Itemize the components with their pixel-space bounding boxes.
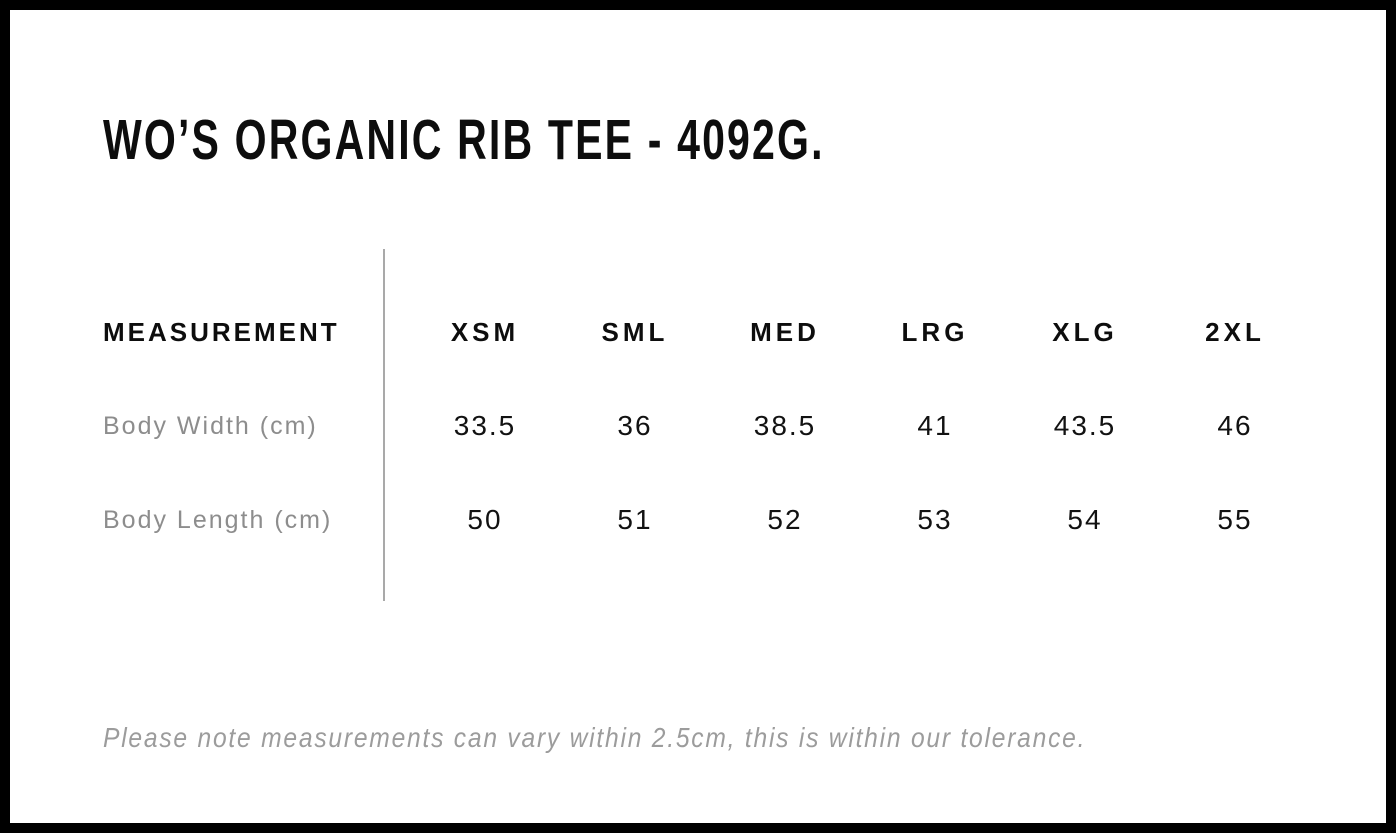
measurement-value: 38.5 bbox=[753, 410, 817, 441]
measurement-value: 53 bbox=[917, 504, 953, 535]
row-label: Body Width (cm) bbox=[103, 411, 318, 440]
measurement-value: 50 bbox=[467, 504, 503, 535]
row-label: Body Length (cm) bbox=[103, 505, 333, 534]
measurement-value: 54 bbox=[1067, 504, 1103, 535]
measurement-value: 51 bbox=[617, 504, 653, 535]
size-column-header: 2XL bbox=[1205, 316, 1265, 347]
measurement-value: 43.5 bbox=[1053, 410, 1117, 441]
table-header-row: MEASUREMENT XSM SML MED LRG XLG 2XL bbox=[103, 310, 1310, 354]
measurement-value: 46 bbox=[1217, 410, 1253, 441]
size-column-header: LRG bbox=[901, 316, 969, 347]
measurement-value: 52 bbox=[767, 504, 803, 535]
table-row-body-width: Body Width (cm) 33.5 36 38.5 41 43.5 46 bbox=[103, 404, 1310, 448]
column-divider-line bbox=[383, 249, 385, 601]
table-row-body-length: Body Length (cm) 50 51 52 53 54 55 bbox=[103, 498, 1310, 542]
measurement-column-header: MEASUREMENT bbox=[103, 316, 340, 347]
measurement-value: 36 bbox=[617, 410, 653, 441]
measurement-value: 41 bbox=[917, 410, 953, 441]
size-column-header: SML bbox=[601, 316, 669, 347]
size-column-header: MED bbox=[750, 316, 820, 347]
product-title: WO’S ORGANIC RIB TEE - 4092G. bbox=[103, 108, 825, 172]
size-column-header: XSM bbox=[450, 316, 520, 347]
tolerance-note: Please note measurements can vary within… bbox=[103, 722, 1087, 753]
size-column-header: XLG bbox=[1052, 316, 1118, 347]
measurement-value: 55 bbox=[1217, 504, 1253, 535]
measurement-value: 33.5 bbox=[453, 410, 517, 441]
